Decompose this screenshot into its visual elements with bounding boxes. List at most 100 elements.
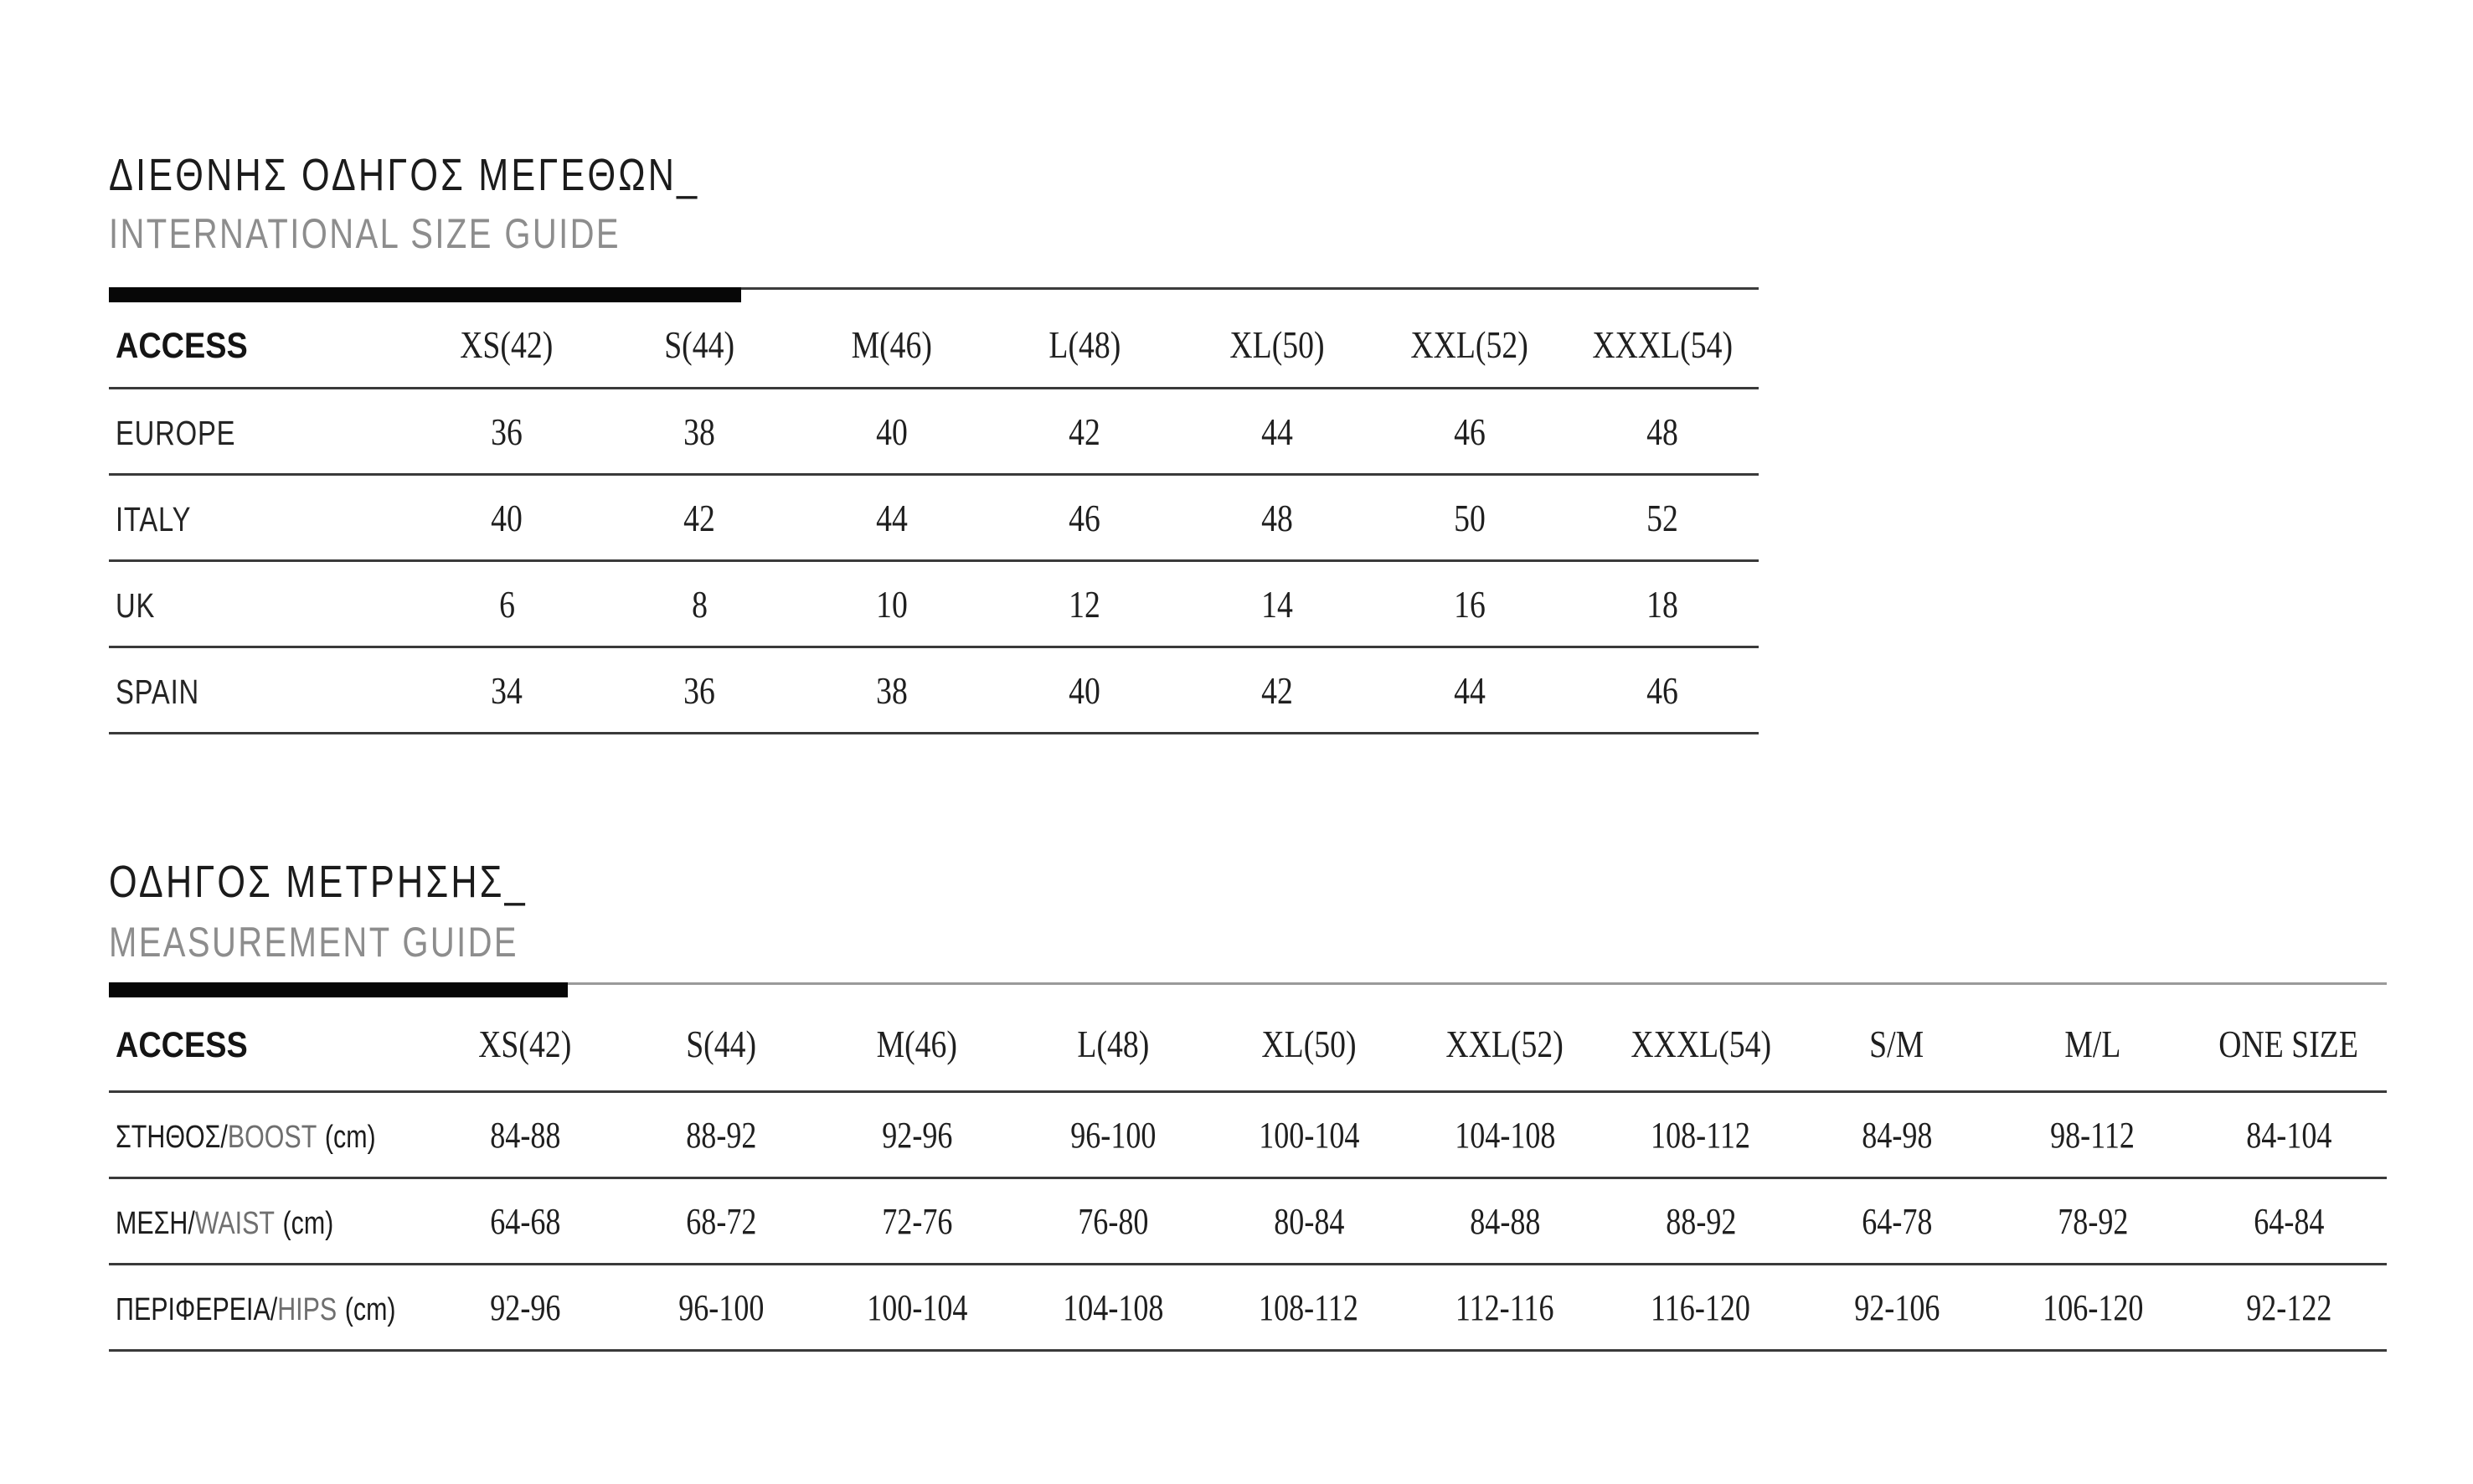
range-value: 92-96 bbox=[489, 1286, 561, 1328]
range-value-cell: 92-96 bbox=[819, 1091, 1015, 1179]
size-column-header: ONE SIZE bbox=[2191, 997, 2387, 1093]
size-value-cell: 8 bbox=[603, 560, 796, 648]
size-column-label: XXXL(54) bbox=[1631, 1023, 1771, 1065]
table-row-bust: ΣΤΗΘΟΣ/BOOST (cm) 84-88 88-92 92-96 96-10… bbox=[109, 1091, 2387, 1179]
size-column-label: XL(50) bbox=[1229, 323, 1325, 366]
range-value: 92-106 bbox=[1853, 1286, 1940, 1328]
size-column-label: XXL(52) bbox=[1410, 323, 1529, 366]
region-label: EUROPE bbox=[116, 413, 236, 452]
size-value: 6 bbox=[498, 582, 515, 626]
size-column-header: XS(42) bbox=[410, 302, 603, 389]
range-value: 104-108 bbox=[1062, 1286, 1164, 1328]
size-value: 48 bbox=[1646, 410, 1678, 453]
measurement-unit: (cm) bbox=[282, 1205, 334, 1241]
size-value: 50 bbox=[1454, 496, 1486, 539]
size-column-label: ONE SIZE bbox=[2218, 1023, 2359, 1065]
size-column-label: S(44) bbox=[686, 1023, 756, 1065]
range-value: 112-116 bbox=[1455, 1286, 1554, 1328]
range-value-cell: 72-76 bbox=[819, 1177, 1015, 1265]
size-value-cell: 42 bbox=[1181, 647, 1373, 734]
size-value: 42 bbox=[1261, 668, 1293, 712]
size-value-cell: 18 bbox=[1566, 560, 1759, 648]
size-value: 40 bbox=[1069, 668, 1100, 712]
size-value-cell: 44 bbox=[1373, 647, 1566, 734]
size-value-cell: 46 bbox=[1566, 647, 1759, 734]
size-column-header: XL(50) bbox=[1181, 302, 1373, 389]
range-value: 116-120 bbox=[1651, 1286, 1751, 1328]
range-value: 106-120 bbox=[2042, 1286, 2144, 1328]
table-row-italy: ITALY 40 42 44 46 48 50 52 bbox=[109, 474, 1759, 562]
range-value-cell: 80-84 bbox=[1211, 1177, 1407, 1265]
size-value-cell: 42 bbox=[988, 388, 1181, 476]
size-value: 46 bbox=[1069, 496, 1100, 539]
range-value: 84-88 bbox=[1469, 1200, 1541, 1242]
header-row: ACCESS XS(42) S(44) M(46) L(48) XL(50) X… bbox=[109, 302, 1759, 389]
size-column-header: L(48) bbox=[1015, 997, 1211, 1093]
range-value-cell: 64-68 bbox=[427, 1177, 623, 1265]
size-value-cell: 14 bbox=[1181, 560, 1373, 648]
size-column-label: XXXL(54) bbox=[1592, 323, 1733, 366]
range-value-cell: 106-120 bbox=[1995, 1264, 2191, 1352]
range-value: 64-78 bbox=[1861, 1200, 1933, 1242]
size-column-header: L(48) bbox=[988, 302, 1181, 389]
range-value: 68-72 bbox=[685, 1200, 757, 1242]
range-value-cell: 88-92 bbox=[623, 1091, 819, 1179]
measurement-unit: (cm) bbox=[324, 1119, 376, 1155]
region-label-cell: UK bbox=[109, 560, 410, 648]
size-value-cell: 46 bbox=[1373, 388, 1566, 476]
range-value-cell: 84-98 bbox=[1799, 1091, 1995, 1179]
table-row-waist: ΜΕΣΗ/WAIST (cm) 64-68 68-72 72-76 76-80 8… bbox=[109, 1177, 2387, 1265]
size-value: 18 bbox=[1646, 582, 1678, 626]
region-label-cell: SPAIN bbox=[109, 647, 410, 734]
size-value-cell: 42 bbox=[603, 474, 796, 562]
table-row-uk: UK 6 8 10 12 14 16 18 bbox=[109, 560, 1759, 648]
table-row-spain: SPAIN 34 36 38 40 42 44 46 bbox=[109, 647, 1759, 734]
measurement-table: ACCESS XS(42) S(44) M(46) L(48) XL(50) X… bbox=[109, 982, 2387, 1352]
size-value-cell: 36 bbox=[410, 388, 603, 476]
size-value: 42 bbox=[683, 496, 715, 539]
size-value: 38 bbox=[683, 410, 715, 453]
size-column-label: M/L bbox=[2064, 1023, 2121, 1065]
range-value: 88-92 bbox=[685, 1114, 757, 1156]
size-value-cell: 44 bbox=[1181, 388, 1373, 476]
international-guide-title-english: INTERNATIONAL SIZE GUIDE bbox=[109, 210, 621, 257]
size-value: 8 bbox=[691, 582, 708, 626]
range-value-cell: 92-96 bbox=[427, 1264, 623, 1352]
range-value-cell: 104-108 bbox=[1015, 1264, 1211, 1352]
brand-label: ACCESS bbox=[116, 326, 248, 366]
size-value-cell: 38 bbox=[603, 388, 796, 476]
size-column-label: M(46) bbox=[876, 1023, 958, 1065]
range-value-cell: 92-106 bbox=[1799, 1264, 1995, 1352]
size-value-cell: 40 bbox=[410, 474, 603, 562]
size-value-cell: 48 bbox=[1181, 474, 1373, 562]
range-value-cell: 84-88 bbox=[427, 1091, 623, 1179]
range-value: 92-122 bbox=[2245, 1286, 2332, 1328]
measurement-label-cell: ΜΕΣΗ/WAIST (cm) bbox=[109, 1177, 427, 1265]
size-value-cell: 36 bbox=[603, 647, 796, 734]
size-value: 36 bbox=[683, 668, 715, 712]
range-value-cell: 64-78 bbox=[1799, 1177, 1995, 1265]
size-value: 52 bbox=[1646, 496, 1678, 539]
international-guide-title-greek: ΔΙΕΘΝΗΣ ΟΔΗΓΟΣ ΜΕΓΕΘΩΝ_ bbox=[109, 150, 700, 200]
international-size-table: ACCESS XS(42) S(44) M(46) L(48) XL(50) X… bbox=[109, 287, 1759, 734]
size-column-header: M/L bbox=[1995, 997, 2191, 1093]
size-value-cell: 16 bbox=[1373, 560, 1566, 648]
size-value: 40 bbox=[876, 410, 908, 453]
measurement-label-cell: ΣΤΗΘΟΣ/BOOST (cm) bbox=[109, 1091, 427, 1179]
size-value: 40 bbox=[491, 496, 523, 539]
region-label: ITALY bbox=[116, 499, 192, 538]
header-row: ACCESS XS(42) S(44) M(46) L(48) XL(50) X… bbox=[109, 997, 2387, 1093]
size-column-header: XXXL(54) bbox=[1603, 997, 1799, 1093]
range-value: 98-112 bbox=[2050, 1114, 2136, 1156]
size-value-cell: 50 bbox=[1373, 474, 1566, 562]
size-value-cell: 44 bbox=[796, 474, 988, 562]
range-value: 78-92 bbox=[2057, 1200, 2129, 1242]
range-value-cell: 84-88 bbox=[1407, 1177, 1603, 1265]
size-value: 46 bbox=[1646, 668, 1678, 712]
size-column-header: XXXL(54) bbox=[1566, 302, 1759, 389]
size-value: 44 bbox=[1454, 668, 1486, 712]
range-value: 64-68 bbox=[489, 1200, 561, 1242]
range-value: 76-80 bbox=[1077, 1200, 1149, 1242]
range-value: 88-92 bbox=[1665, 1200, 1737, 1242]
table-row-hips: ΠΕΡΙΦΕΡΕΙΑ/HIPS (cm) 92-96 96-100 100-104… bbox=[109, 1264, 2387, 1352]
